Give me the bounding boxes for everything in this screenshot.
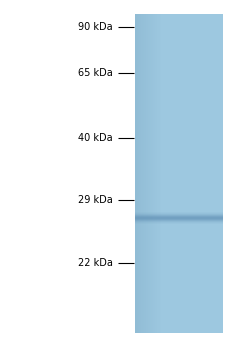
Bar [159, 14, 160, 333]
Bar [145, 14, 146, 333]
Bar [138, 14, 139, 333]
Text: 90 kDa: 90 kDa [78, 22, 113, 32]
Text: 29 kDa: 29 kDa [78, 195, 113, 205]
Bar [136, 14, 137, 333]
Text: 22 kDa: 22 kDa [78, 258, 113, 268]
Bar [135, 14, 223, 333]
Bar [149, 14, 150, 333]
Bar [153, 14, 154, 333]
Bar [139, 14, 140, 333]
Bar [148, 14, 149, 333]
Bar [140, 14, 141, 333]
Bar [156, 14, 157, 333]
Bar [137, 14, 138, 333]
Bar [142, 14, 143, 333]
Bar [146, 14, 147, 333]
Bar [154, 14, 155, 333]
Bar [144, 14, 145, 333]
Bar [151, 14, 152, 333]
Text: 65 kDa: 65 kDa [78, 68, 113, 78]
Bar [152, 14, 153, 333]
Bar [150, 14, 151, 333]
Bar [147, 14, 148, 333]
Bar [141, 14, 142, 333]
Text: 40 kDa: 40 kDa [78, 133, 113, 143]
Bar [135, 14, 136, 333]
Bar [158, 14, 159, 333]
Bar [157, 14, 158, 333]
Bar [143, 14, 144, 333]
Bar [160, 14, 161, 333]
Bar [155, 14, 156, 333]
